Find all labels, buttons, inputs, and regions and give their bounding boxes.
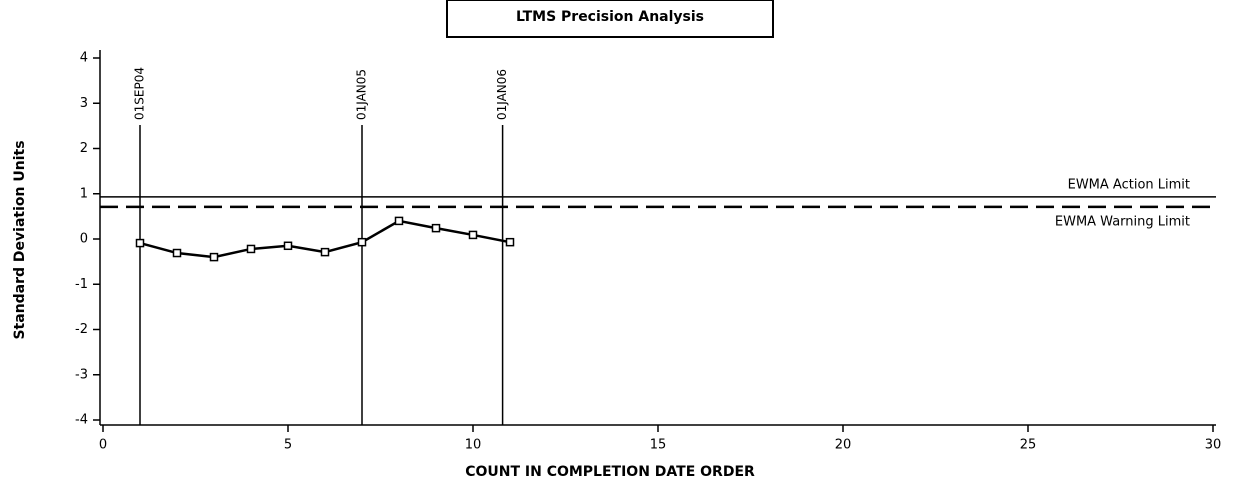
reference-vlabel: 01JAN06 [495,69,509,120]
x-tick-label: 5 [284,438,292,453]
reference-label: EWMA Warning Limit [1055,214,1190,229]
y-tick-label: 1 [80,186,88,201]
title-box [446,0,774,38]
y-tick-label: -1 [75,277,88,292]
x-tick-label: 0 [99,438,107,453]
data-point [135,238,145,248]
data-point [394,216,404,226]
x-tick-label: 15 [650,438,667,453]
y-tick-label: -3 [75,367,88,382]
x-tick-label: 25 [1020,438,1037,453]
y-tick-label: -2 [75,322,88,337]
reference-vlabel: 01SEP04 [133,67,147,120]
data-point [172,248,182,258]
data-point [320,247,330,257]
data-point [357,237,367,247]
reference-vlabel: 01JAN05 [355,69,369,120]
chart-title: LTMS Precision Analysis [516,9,704,25]
y-tick-label: 0 [80,232,88,247]
data-point [209,252,219,262]
data-point [246,244,256,254]
reference-label: EWMA Action Limit [1068,177,1190,192]
x-tick-label: 20 [835,438,852,453]
data-point [505,237,515,247]
data-point [468,230,478,240]
y-tick-label: 3 [80,96,88,111]
x-tick-label: 10 [465,438,482,453]
y-tick-label: 4 [80,51,88,66]
x-tick-label: 30 [1205,438,1222,453]
y-axis-label: Standard Deviation Units [12,140,28,339]
y-tick-label: -4 [75,413,88,428]
x-axis-label: COUNT IN COMPLETION DATE ORDER [465,464,755,480]
y-tick-label: 2 [80,141,88,156]
data-point [431,223,441,233]
data-point [283,241,293,251]
